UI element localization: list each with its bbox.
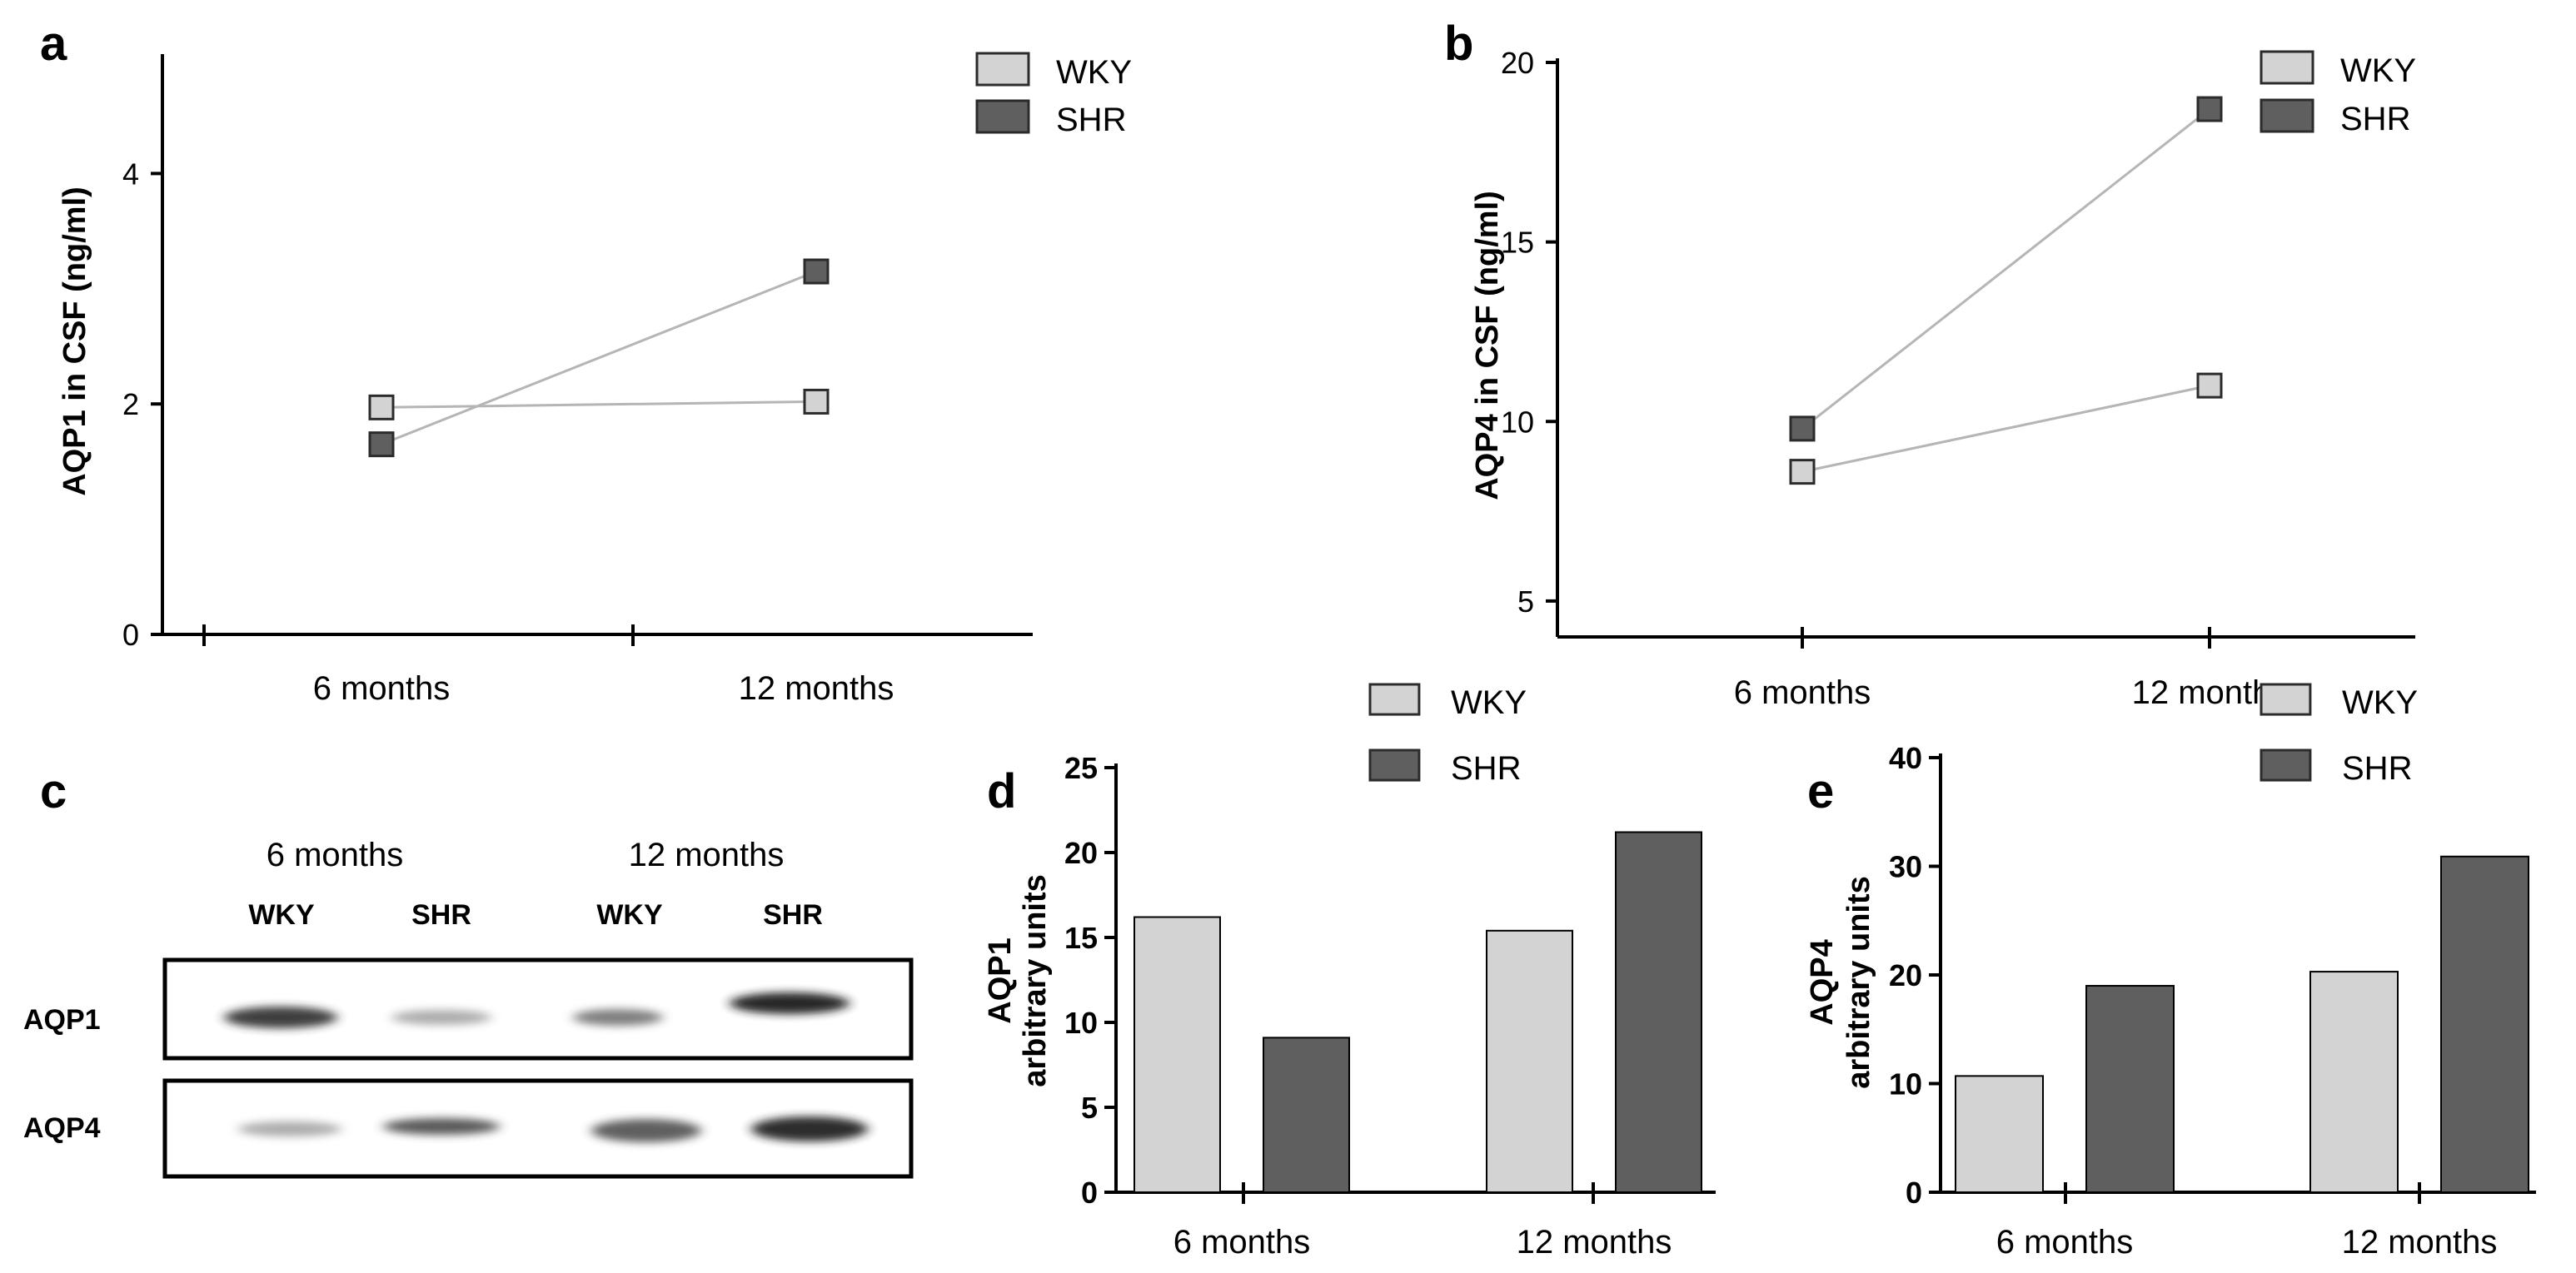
blot-lane-label-shr-6: SHR — [411, 899, 471, 931]
legend-label-wky: WKY — [1451, 684, 1527, 721]
series-line-wky — [381, 400, 817, 409]
blot-band-aqp4-shr-6 — [383, 1118, 500, 1135]
bar-chart-aqp4-arbitrary: 0 10 20 30 40 6 months 12 months AQP4 arbitrary … — [1805, 683, 2536, 1261]
y-tick-label-4: 4 — [122, 157, 139, 191]
bar-shr-12-months — [1615, 831, 1702, 1194]
y-tick-label-40: 40 — [1889, 741, 1922, 775]
legend-label-wky: WKY — [2340, 52, 2416, 89]
bar-wky-12-months — [1486, 929, 1573, 1193]
y-tick-label-15: 15 — [1064, 921, 1098, 955]
bar-wky-12-months — [2309, 971, 2399, 1193]
y-tick-label-20: 20 — [1889, 958, 1922, 992]
blot-band-aqp1-wky-6 — [224, 1007, 337, 1028]
legend-swatch-wky — [1368, 683, 1421, 716]
y-tick-label-30: 30 — [1889, 850, 1922, 884]
y-tick-label-5: 5 — [1081, 1091, 1098, 1125]
series-line-wky — [1801, 384, 2210, 474]
western-blot: 6 months 12 months WKY SHR WKY SHR AQP1 … — [23, 837, 914, 1179]
y-tick-label-20: 20 — [1501, 46, 1534, 80]
y-tick-label-0: 0 — [1081, 1176, 1098, 1210]
data-point-wky-12-months — [2196, 372, 2223, 399]
x-category-label-6-months: 6 months — [1173, 1224, 1311, 1261]
legend-swatch-shr — [2260, 748, 2312, 782]
legend-label-wky: WKY — [2342, 684, 2418, 721]
y-tick-label-10: 10 — [1889, 1067, 1922, 1101]
blot-band-aqp4-shr-12 — [751, 1116, 868, 1141]
x-category-label-12-months: 12 months — [2342, 1224, 2498, 1261]
blot-row-label-aqp4: AQP4 — [23, 1112, 101, 1144]
y-axis-title-line-1: AQP1 — [983, 937, 1018, 1023]
y-axis-title-line-2: arbitrary units — [1841, 876, 1876, 1089]
panel-letter-b: b — [1444, 17, 1473, 71]
x-category-label-6-months: 6 months — [313, 670, 451, 707]
bar-shr-6-months — [2085, 985, 2175, 1194]
x-category-label-6-months: 6 months — [1734, 674, 1871, 711]
y-axis-title-line-1: AQP4 — [1805, 939, 1840, 1025]
data-point-shr-6-months — [368, 431, 395, 458]
panel-letter-a: a — [40, 17, 67, 71]
blot-band-aqp4-wky-6 — [238, 1121, 341, 1136]
data-point-shr-6-months — [1789, 415, 1816, 442]
y-tick-label-2: 2 — [122, 387, 139, 421]
series-line-shr — [381, 270, 817, 446]
bar-wky-6-months — [1134, 916, 1221, 1194]
y-tick-label-0: 0 — [1906, 1176, 1922, 1210]
blot-lane-label-shr-12: SHR — [763, 899, 823, 931]
blot-row-label-aqp1: AQP1 — [23, 1004, 101, 1036]
line-chart-aqp1-csf: 0 2 4 6 months 12 months AQP1 in CSF (ng/ml) W… — [57, 52, 1132, 707]
series-line-shr — [1801, 107, 2210, 430]
bar-chart-aqp1-arbitrary: 0 5 10 15 20 25 6 months 12 months AQP1 arbitrary… — [983, 683, 1716, 1261]
data-point-shr-12-months — [2196, 96, 2223, 122]
x-category-label-12-months: 12 months — [739, 670, 894, 707]
bar-shr-12-months — [2440, 855, 2529, 1193]
legend-label-shr: SHR — [1056, 102, 1126, 138]
data-point-wky-6-months — [368, 394, 395, 420]
y-axis-title: AQP1 in CSF (ng/ml) — [57, 186, 92, 496]
x-category-label-12-months: 12 months — [1517, 1224, 1672, 1261]
y-tick-label-10: 10 — [1501, 405, 1534, 439]
panel-letter-c: c — [40, 764, 67, 818]
data-point-shr-12-months — [803, 258, 830, 285]
bar-shr-6-months — [1263, 1037, 1350, 1193]
blot-band-aqp1-wky-12 — [573, 1009, 663, 1026]
legend-swatch-wky — [2260, 683, 2312, 716]
legend-swatch-shr — [975, 99, 1030, 134]
blot-group-label-6-months: 6 months — [267, 837, 404, 873]
data-point-wky-12-months — [803, 388, 830, 415]
blot-band-aqp1-shr-12 — [730, 992, 850, 1014]
y-tick-label-0: 0 — [122, 618, 139, 652]
bar-wky-6-months — [1955, 1075, 2044, 1193]
legend-swatch-shr — [2260, 98, 2314, 133]
panel-letter-d: d — [987, 764, 1016, 818]
blot-band-aqp4-wky-12 — [591, 1119, 701, 1142]
legend-swatch-shr — [1368, 748, 1421, 782]
legend-label-wky: WKY — [1056, 54, 1132, 91]
legend-label-shr: SHR — [1451, 750, 1521, 787]
y-tick-label-25: 25 — [1064, 751, 1098, 785]
blot-lane-label-wky-12: WKY — [596, 899, 663, 931]
blot-lane-label-wky-6: WKY — [248, 899, 315, 931]
panel-letter-e: e — [1807, 764, 1834, 818]
legend-label-shr: SHR — [2340, 101, 2410, 137]
y-axis-title-line-2: arbitrary units — [1018, 874, 1053, 1087]
y-tick-label-5: 5 — [1517, 584, 1534, 619]
y-tick-label-10: 10 — [1064, 1006, 1098, 1040]
blot-group-label-12-months: 12 months — [629, 837, 785, 873]
legend-swatch-wky — [2260, 50, 2314, 85]
legend-swatch-wky — [975, 52, 1030, 87]
legend-label-shr: SHR — [2342, 750, 2412, 787]
blot-band-aqp1-shr-6 — [391, 1010, 491, 1025]
data-point-wky-6-months — [1789, 459, 1816, 485]
y-axis-title: AQP4 in CSF (ng/ml) — [1470, 191, 1505, 500]
y-tick-label-20: 20 — [1064, 836, 1098, 870]
y-tick-label-15: 15 — [1501, 226, 1534, 260]
x-category-label-6-months: 6 months — [1996, 1224, 2134, 1261]
